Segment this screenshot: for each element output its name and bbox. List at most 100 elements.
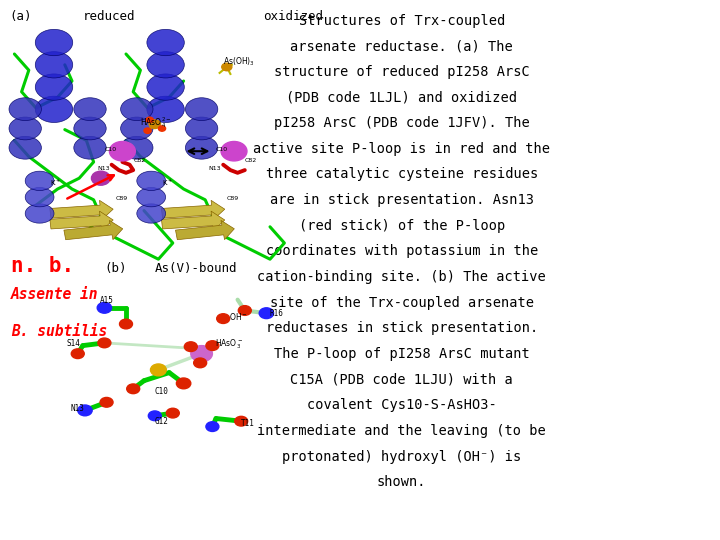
Text: pI258 ArsC (PDB code 1JFV). The: pI258 ArsC (PDB code 1JFV). The xyxy=(274,116,530,130)
Text: (red stick) of the P-loop: (red stick) of the P-loop xyxy=(299,219,505,233)
Circle shape xyxy=(259,308,274,319)
Circle shape xyxy=(150,364,166,376)
Text: The P-loop of pI258 ArsC mutant: The P-loop of pI258 ArsC mutant xyxy=(274,347,530,361)
Text: are in stick presentation. Asn13: are in stick presentation. Asn13 xyxy=(270,193,534,207)
FancyArrow shape xyxy=(64,220,122,240)
Circle shape xyxy=(176,378,191,389)
Ellipse shape xyxy=(35,52,73,78)
Ellipse shape xyxy=(186,117,218,140)
Text: C82: C82 xyxy=(245,158,257,163)
Ellipse shape xyxy=(9,136,42,159)
Text: cation-binding site. (b) The active: cation-binding site. (b) The active xyxy=(257,270,546,284)
Text: n. b.: n. b. xyxy=(11,256,74,276)
Ellipse shape xyxy=(25,204,54,223)
Circle shape xyxy=(194,358,207,368)
Ellipse shape xyxy=(35,29,73,56)
Ellipse shape xyxy=(137,204,166,223)
Text: protonated) hydroxyl (OH⁻) is: protonated) hydroxyl (OH⁻) is xyxy=(282,449,521,463)
Text: (PDB code 1LJL) and oxidized: (PDB code 1LJL) and oxidized xyxy=(287,90,517,104)
Bar xyxy=(0,0,385,281)
FancyArrow shape xyxy=(161,211,225,231)
Circle shape xyxy=(221,141,247,161)
Text: A15: A15 xyxy=(99,296,113,306)
Ellipse shape xyxy=(147,29,184,56)
Text: C15A (PDB code 1LJU) with a: C15A (PDB code 1LJU) with a xyxy=(290,373,513,387)
FancyArrow shape xyxy=(161,200,225,220)
Text: T11: T11 xyxy=(241,418,255,428)
Text: arsenate reductase. (a) The: arsenate reductase. (a) The xyxy=(290,39,513,53)
Ellipse shape xyxy=(25,171,54,191)
Text: shown.: shown. xyxy=(377,475,426,489)
Text: covalent Cys10-S-AsHO3-: covalent Cys10-S-AsHO3- xyxy=(307,399,497,412)
Text: oxidized: oxidized xyxy=(263,10,323,23)
Circle shape xyxy=(71,349,84,359)
Circle shape xyxy=(98,338,111,348)
Text: B. subtilis: B. subtilis xyxy=(11,324,107,339)
Text: reduced: reduced xyxy=(83,10,135,23)
Ellipse shape xyxy=(147,52,184,78)
Text: N13: N13 xyxy=(71,404,84,414)
Circle shape xyxy=(78,405,92,416)
Text: active site P-loop is in red and the: active site P-loop is in red and the xyxy=(253,141,550,156)
Text: Structures of Trx-coupled: Structures of Trx-coupled xyxy=(299,14,505,28)
Circle shape xyxy=(144,128,151,133)
Ellipse shape xyxy=(186,136,218,159)
Ellipse shape xyxy=(25,187,54,207)
Text: HAsO$_3^-$: HAsO$_3^-$ xyxy=(215,338,243,351)
Text: As(OH)$_3$: As(OH)$_3$ xyxy=(223,56,255,68)
Ellipse shape xyxy=(121,117,153,140)
Circle shape xyxy=(217,314,230,323)
Circle shape xyxy=(222,63,232,71)
Text: K$^+$: K$^+$ xyxy=(50,178,62,188)
Circle shape xyxy=(238,306,251,315)
Text: coordinates with potassium in the: coordinates with potassium in the xyxy=(266,244,538,258)
Ellipse shape xyxy=(147,96,184,123)
Text: S14: S14 xyxy=(66,339,80,348)
Text: R16: R16 xyxy=(270,309,284,318)
Text: K$^+$: K$^+$ xyxy=(162,178,174,188)
Circle shape xyxy=(91,171,110,185)
Text: (b): (b) xyxy=(104,262,127,275)
Circle shape xyxy=(109,141,135,161)
Text: As(V)-bound: As(V)-bound xyxy=(155,262,238,275)
Circle shape xyxy=(235,416,248,426)
Ellipse shape xyxy=(121,136,153,159)
Text: three catalytic cysteine residues: three catalytic cysteine residues xyxy=(266,167,538,181)
Text: N13: N13 xyxy=(97,166,110,171)
Circle shape xyxy=(148,411,161,421)
Ellipse shape xyxy=(147,74,184,100)
Circle shape xyxy=(149,120,161,129)
Text: C10: C10 xyxy=(216,147,228,152)
Text: N13: N13 xyxy=(209,166,222,171)
Bar xyxy=(0,275,385,540)
Circle shape xyxy=(127,384,140,394)
Text: C10: C10 xyxy=(155,387,168,396)
FancyArrow shape xyxy=(50,211,113,231)
Text: C89: C89 xyxy=(227,196,239,201)
Circle shape xyxy=(100,397,113,407)
Circle shape xyxy=(158,126,166,131)
Ellipse shape xyxy=(73,117,107,140)
Text: C10: C10 xyxy=(104,147,117,152)
Text: G12: G12 xyxy=(155,417,168,426)
Ellipse shape xyxy=(73,136,107,159)
Text: (a): (a) xyxy=(9,10,32,23)
Text: HAsO$_4^{2-}$: HAsO$_4^{2-}$ xyxy=(140,114,172,130)
Text: Assente in: Assente in xyxy=(11,287,99,302)
Ellipse shape xyxy=(137,171,166,191)
Text: OH$^-$: OH$^-$ xyxy=(229,310,248,322)
Circle shape xyxy=(206,341,219,350)
Circle shape xyxy=(206,422,219,431)
Ellipse shape xyxy=(73,98,107,120)
Ellipse shape xyxy=(9,98,42,120)
Text: intermediate and the leaving (to be: intermediate and the leaving (to be xyxy=(257,424,546,438)
Text: C89: C89 xyxy=(115,196,127,201)
Text: site of the Trx-coupled arsenate: site of the Trx-coupled arsenate xyxy=(270,296,534,309)
Ellipse shape xyxy=(121,98,153,120)
Text: C82: C82 xyxy=(133,158,145,163)
Circle shape xyxy=(184,342,197,352)
Ellipse shape xyxy=(35,74,73,100)
FancyArrow shape xyxy=(176,220,234,240)
Circle shape xyxy=(146,117,153,123)
Circle shape xyxy=(120,319,132,329)
